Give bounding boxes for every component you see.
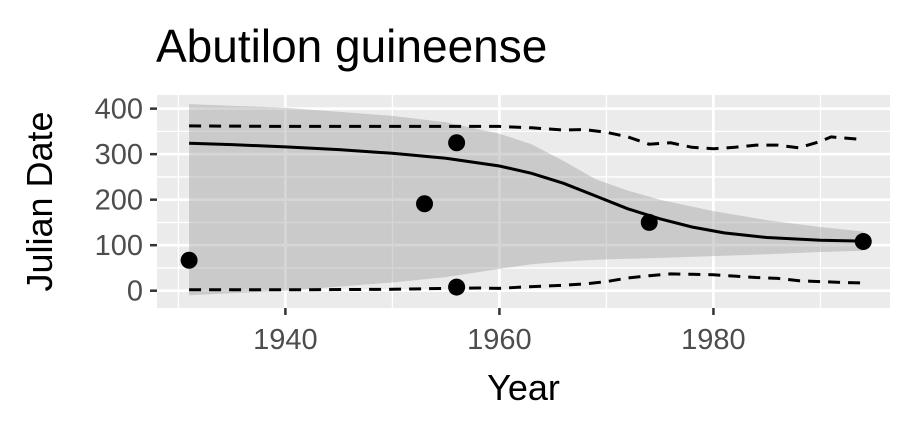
y-tick-label: 400 bbox=[95, 94, 143, 126]
data-point bbox=[448, 278, 466, 296]
y-axis: 0 100 200 300 400 bbox=[95, 94, 157, 308]
data-point bbox=[448, 134, 466, 152]
y-tick-label: 200 bbox=[95, 185, 143, 217]
data-point bbox=[416, 195, 434, 213]
plot-panel bbox=[157, 95, 890, 308]
x-axis: 1940 1960 1980 bbox=[253, 308, 746, 356]
data-points bbox=[180, 134, 872, 296]
upper-dashed-line bbox=[189, 124, 864, 151]
data-point bbox=[854, 233, 872, 251]
x-tick-label: 1940 bbox=[253, 324, 318, 356]
y-tick-label: 0 bbox=[127, 276, 143, 308]
x-axis-title: Year bbox=[487, 367, 560, 408]
major-gridlines bbox=[157, 95, 890, 308]
y-tick-label: 100 bbox=[95, 230, 143, 262]
fitted-curve bbox=[189, 141, 864, 243]
x-tick-label: 1960 bbox=[467, 324, 532, 356]
y-axis-title: Julian Date bbox=[19, 111, 60, 291]
y-tick-label: 300 bbox=[95, 139, 143, 171]
data-point bbox=[180, 251, 198, 269]
chart-title: Abutilon guineense bbox=[156, 20, 547, 72]
x-tick-label: 1980 bbox=[681, 324, 746, 356]
data-point bbox=[640, 213, 658, 231]
